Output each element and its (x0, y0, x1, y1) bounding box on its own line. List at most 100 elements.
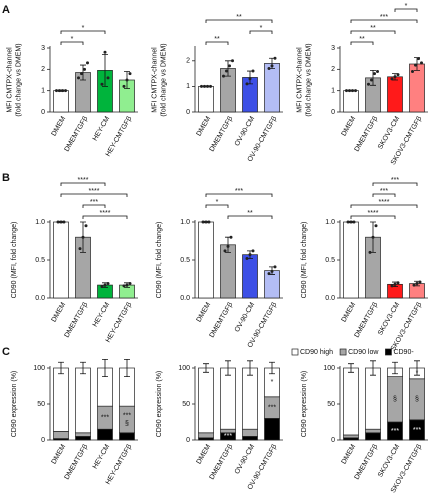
data-point (100, 82, 104, 86)
y-tick-label: 1.0 (35, 219, 45, 226)
data-point (248, 253, 252, 257)
significance-label: *** (380, 14, 388, 21)
significance-bracket (372, 182, 418, 186)
bar-segment (198, 367, 214, 434)
data-point (203, 84, 206, 88)
error-bar (225, 360, 231, 376)
bar-segment (220, 428, 236, 434)
y-tick-label: 100 (33, 365, 45, 372)
y-tick-label: 0.5 (35, 257, 45, 264)
data-point (226, 244, 230, 248)
error-bar (203, 363, 209, 373)
significance-label: * (216, 199, 219, 206)
data-point (204, 220, 208, 224)
data-point (84, 224, 88, 228)
data-point (270, 269, 274, 273)
data-point (368, 250, 372, 254)
x-tick-label: SKOV3-CM (377, 301, 401, 336)
y-tick-label: 0.5 (325, 257, 335, 264)
significance-label: **** (78, 177, 89, 184)
significance-bracket (60, 41, 84, 45)
bar (242, 254, 258, 299)
bar-annotation: *** (123, 412, 131, 419)
y-tick-label: 0.5 (180, 257, 190, 264)
y-tick-label: 1 (331, 88, 335, 95)
significance-bracket (350, 215, 396, 219)
data-point (354, 89, 357, 93)
data-point (223, 249, 227, 253)
data-point (396, 73, 400, 77)
data-point (55, 89, 58, 93)
data-point (345, 89, 348, 93)
legend-swatch (291, 348, 299, 356)
data-point (80, 72, 83, 76)
data-point (245, 256, 249, 260)
data-point (248, 77, 252, 81)
legend-label: CD90 low (348, 349, 379, 356)
y-tick-label: 50 (37, 401, 45, 408)
data-point (417, 57, 420, 61)
bar-annotation: § (125, 420, 129, 427)
significance-label: * (71, 36, 74, 43)
bar (264, 63, 280, 113)
y-tick-label: 2 (186, 58, 190, 65)
data-point (106, 76, 110, 80)
x-tick-label: OV-90-CM (234, 115, 257, 147)
data-point (396, 281, 400, 285)
data-point (415, 282, 419, 286)
data-point (245, 82, 249, 86)
data-point (206, 84, 209, 88)
legend-label: CD90- (393, 349, 414, 356)
bar-annotation: *** (101, 415, 109, 422)
significance-bracket (205, 193, 273, 197)
data-point (86, 61, 89, 65)
x-tick-label: DMEM (51, 443, 68, 465)
y-axis-label: CD90 expression (%) (11, 371, 18, 438)
x-tick-label: DMEMTGFβ (209, 443, 235, 481)
x-tick-label: DMEMTGFβ (354, 443, 380, 481)
significance-label: *** (90, 199, 98, 206)
y-tick-label: 3 (331, 45, 335, 52)
error-bar (414, 360, 420, 376)
significance-bracket (60, 193, 128, 197)
y-tick-label: 0 (186, 109, 190, 116)
bar (343, 221, 359, 299)
y-axis-label: CD90 expression (%) (301, 371, 308, 438)
bar-annotation: * (271, 379, 274, 386)
significance-bracket (249, 30, 273, 34)
y-tick-label: 2 (331, 66, 335, 73)
bar (53, 221, 69, 299)
data-point (351, 89, 354, 93)
significance-bracket (60, 30, 106, 34)
data-point (349, 220, 353, 224)
data-point (59, 220, 63, 224)
x-tick-label: OV-90-CM (234, 443, 257, 475)
bar-segment (343, 434, 359, 439)
significance-bracket (394, 8, 418, 12)
significance-label: ** (214, 36, 220, 43)
x-tick-label: HEY-CM (92, 443, 112, 470)
significance-label: **** (89, 188, 100, 195)
data-point (273, 56, 277, 60)
bar-segment (264, 418, 280, 441)
data-point (122, 284, 126, 288)
data-point (81, 235, 85, 239)
y-tick-label: 1.0 (180, 219, 190, 226)
y-axis-label: CD90 (MFI, fold change) (301, 222, 308, 299)
data-point (201, 220, 205, 224)
legend-swatch (385, 348, 392, 356)
x-tick-label: OV-90-CM (234, 301, 257, 333)
significance-label: *** (391, 177, 399, 184)
bar-segment (343, 367, 359, 436)
bar-segment (242, 436, 258, 441)
data-point (393, 75, 397, 79)
error-bar (80, 361, 86, 375)
error-bar (392, 361, 398, 375)
data-point (412, 283, 416, 287)
error-bar (58, 361, 64, 375)
significance-bracket (205, 204, 229, 208)
y-axis-label: CD90 (MFI, fold change) (11, 222, 18, 299)
data-point (348, 89, 351, 93)
data-point (370, 78, 373, 82)
